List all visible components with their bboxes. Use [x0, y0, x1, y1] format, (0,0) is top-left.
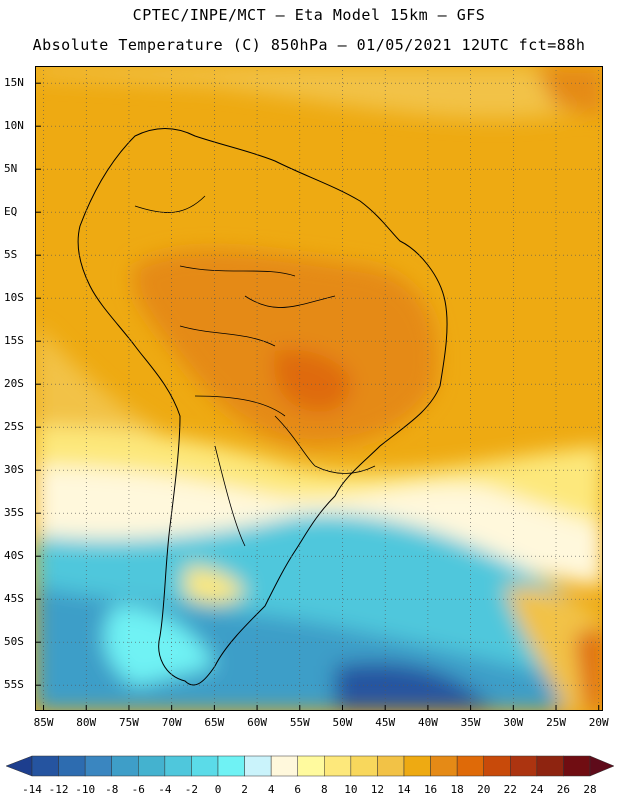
field-se-warm — [505, 586, 603, 711]
lon-label: 20W — [588, 716, 609, 729]
colorbar-label: 16 — [423, 783, 438, 796]
colorbar-swatch — [244, 755, 272, 777]
lon-label: 45W — [375, 716, 396, 729]
map-frame — [35, 66, 603, 711]
field-ne-warm — [535, 66, 603, 116]
colorbar-swatch — [270, 755, 298, 777]
colorbar-label: 14 — [397, 783, 411, 796]
colorbar-label: 2 — [241, 783, 248, 796]
colorbar-label: 4 — [267, 783, 275, 796]
colorbar-swatch — [430, 755, 458, 777]
colorbar-label: 6 — [294, 783, 302, 796]
field-south-colder — [35, 586, 603, 711]
colorbar-swatch — [31, 755, 59, 777]
field-north-light — [35, 66, 603, 119]
colorbar-label: -10 — [75, 783, 96, 796]
colorbar-label: -6 — [131, 783, 145, 796]
lon-label: 25W — [546, 716, 566, 729]
lat-label: 35S — [4, 506, 24, 520]
colorbar-label: -8 — [105, 783, 119, 796]
lat-label: 55S — [4, 678, 24, 692]
colorbar-swatch — [164, 755, 192, 777]
colorbar-swatch — [589, 755, 615, 777]
colorbar-label: 28 — [583, 783, 597, 796]
colorbar-swatch — [536, 755, 564, 777]
lon-label: 80W — [76, 716, 97, 729]
chart-title-line2: Absolute Temperature (C) 850hPa – 01/05/… — [32, 36, 586, 54]
lon-label: 65W — [204, 716, 225, 729]
colorbar-label: 12 — [370, 783, 385, 796]
lon-label: 40W — [417, 716, 438, 729]
colorbar-label: -2 — [184, 783, 199, 796]
field-se-hot — [575, 626, 603, 711]
lat-lon-grid — [35, 66, 603, 711]
lon-label: 60W — [247, 716, 267, 729]
lat-label: 40S — [4, 549, 24, 563]
colorbar-label: 26 — [556, 783, 571, 796]
lat-label: 20S — [4, 377, 24, 391]
colorbar-swatch — [5, 755, 33, 777]
colorbar-swatch — [58, 755, 86, 777]
lat-label: 45S — [4, 592, 24, 606]
colorbar-label: 8 — [320, 783, 328, 796]
colorbar-label: 24 — [530, 783, 544, 796]
country-borders — [134, 195, 376, 547]
lat-label: 15N — [4, 76, 24, 90]
temperature-map — [35, 66, 603, 711]
lat-label: EQ — [4, 205, 18, 219]
colorbar-swatch — [563, 755, 591, 777]
lon-label: 75W — [119, 716, 139, 729]
lon-label: 70W — [161, 716, 182, 729]
colorbar-label: 10 — [344, 783, 358, 796]
lon-label: 35W — [460, 716, 481, 729]
field-deep-cold — [335, 662, 495, 711]
colorbar-swatch — [324, 755, 352, 777]
colorbar-label: 18 — [450, 783, 464, 796]
field-patagonia-warm — [185, 566, 245, 603]
colorbar-swatch — [510, 755, 538, 777]
lat-label: 50S — [4, 635, 24, 649]
colorbar-swatch — [403, 755, 431, 777]
lon-label: 30W — [503, 716, 524, 729]
colorbar-label: 0 — [214, 783, 222, 796]
lat-label: 15S — [4, 334, 24, 348]
colorbar-label: -14 — [22, 783, 42, 796]
colorbar — [5, 755, 615, 777]
colorbar-swatch — [297, 755, 325, 777]
colorbar-swatch — [138, 755, 166, 777]
colorbar-swatch — [191, 755, 219, 777]
lat-label: 25S — [4, 420, 24, 434]
colorbar-swatch — [350, 755, 378, 777]
lat-label: 10S — [4, 291, 24, 305]
colorbar-swatch — [483, 755, 511, 777]
colorbar-swatch — [217, 755, 245, 777]
field-sw-cold — [104, 606, 215, 686]
lon-label: 85W — [33, 716, 54, 729]
lat-label: 5S — [4, 248, 18, 262]
colorbar-swatch — [456, 755, 484, 777]
axis-ticks — [35, 82, 600, 711]
lat-label: 30S — [4, 463, 24, 477]
chart-title-line1: CPTEC/INPE/MCT – Eta Model 15km – GFS — [132, 6, 486, 24]
lon-label: 55W — [289, 716, 310, 729]
colorbar-swatch — [377, 755, 405, 777]
field-brazil-hot — [274, 349, 351, 412]
lat-label: 5N — [4, 162, 18, 176]
field-brazil-warm — [133, 250, 438, 446]
colorbar-label: 20 — [477, 783, 491, 796]
lon-label: 50W — [332, 716, 353, 729]
south-america-coastline — [77, 128, 448, 686]
colorbar-label: -4 — [158, 783, 172, 796]
colorbar-swatch — [84, 755, 112, 777]
colorbar-swatch — [111, 755, 139, 777]
lat-label: 10N — [4, 119, 24, 133]
colorbar-label: 22 — [503, 783, 517, 796]
colorbar-label: -12 — [48, 783, 69, 796]
